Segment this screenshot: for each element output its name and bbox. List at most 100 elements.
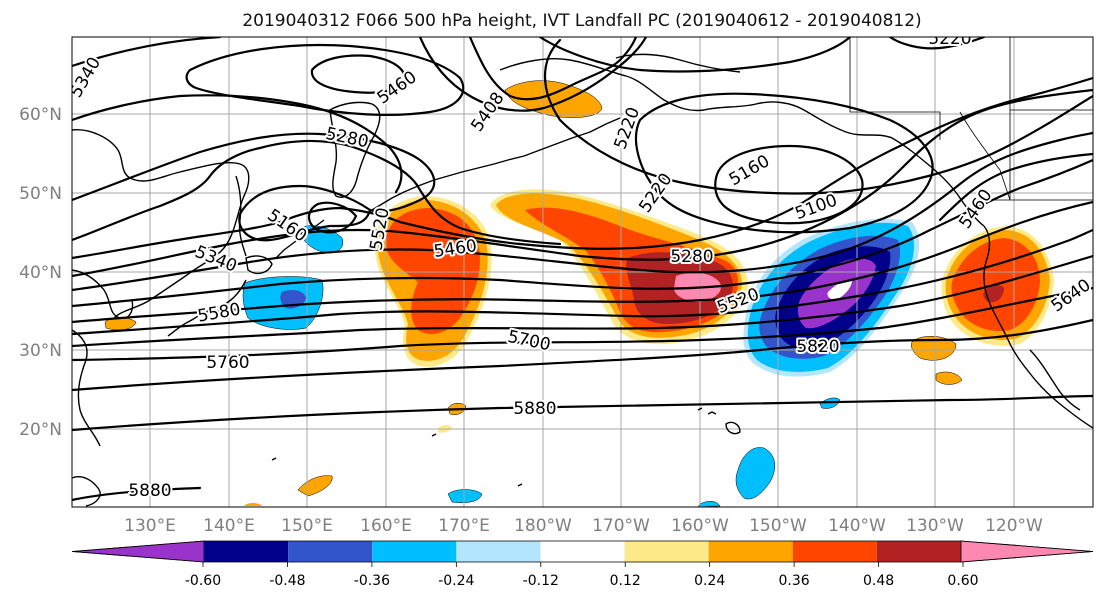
contour-5340 [72, 76, 1093, 260]
colorbar-tick-label: 0.48 [863, 573, 894, 589]
coast-hawaii-2 [707, 411, 717, 415]
contour-5880-sw [72, 486, 202, 502]
colorbar-tick-label: 0.36 [779, 573, 810, 589]
contour-5400 [72, 88, 1093, 278]
coast-asia-korea [72, 269, 134, 319]
lon-label: 130°E [124, 516, 176, 536]
contour-north-loop-2 [310, 54, 406, 94]
ivt-patch-east-white [827, 279, 852, 300]
contour-label: 5760 [206, 353, 249, 373]
coast-kamchatka [329, 101, 381, 198]
lon-label: 160°W [671, 516, 729, 536]
ivt-patch-south-cyan-2 [735, 447, 776, 500]
contour-5160-west [307, 201, 358, 234]
contour-north-ridge [72, 37, 222, 68]
contour-5280-outer [72, 139, 562, 246]
colorbar-tick-label: 0.60 [947, 573, 978, 589]
ivt-patch-south-cyan-3 [447, 489, 483, 503]
contour-5700 [72, 254, 1093, 348]
coast-kurils [275, 219, 325, 259]
coast-baja [1029, 349, 1081, 411]
colorbar-segment [204, 541, 289, 562]
colorbar-segment [456, 541, 541, 562]
coast-philippines [72, 476, 101, 507]
colorbar-segment [372, 541, 457, 562]
lat-label: 30°N [19, 341, 62, 361]
colorbar-outline [71, 540, 1094, 563]
coast-islands [271, 433, 523, 487]
lat-label: 20°N [19, 420, 62, 440]
lon-label: 160°E [360, 516, 412, 536]
lat-label: 60°N [19, 105, 62, 125]
colorbar-tick-label: 0.24 [694, 573, 725, 589]
contour-5100-east [714, 144, 864, 225]
contour-ridge-5460 [418, 37, 648, 112]
coast-aleutians [371, 117, 621, 211]
colorbar-segment [708, 541, 793, 562]
colorbar-segment [288, 541, 373, 562]
contour-north-east [538, 37, 852, 73]
ivt-patch-ca-darkred [983, 284, 1004, 303]
contour-5460 [72, 131, 1093, 292]
ivt-patch-south-orange-6 [244, 503, 262, 506]
coast-na-west [983, 225, 1093, 429]
colorbar-extend-max [960, 540, 1094, 563]
contour-5880-north [72, 394, 1093, 432]
latitude-labels: 60°N 50°N 40°N 30°N 20°N [19, 105, 62, 440]
lon-label: 150°E [281, 516, 333, 536]
ivt-patch-south-cyan-4 [697, 501, 721, 507]
colorbar-tick-label: -0.60 [185, 573, 221, 589]
colorbar-tick-label: 0.12 [610, 573, 641, 589]
contour-5820 [72, 318, 1093, 392]
colorbar-tick-label: -0.48 [269, 573, 305, 589]
lon-label: 180°W [514, 516, 572, 536]
coast-japan-honshu [167, 279, 247, 337]
colorbar-tick-label: -0.24 [438, 573, 474, 589]
ivt-patch-south-orange-5 [935, 371, 963, 385]
coast-hawaii-3 [697, 407, 703, 411]
contour-label: 5820 [796, 337, 839, 357]
coast-hawaii-1 [725, 421, 741, 435]
longitude-labels: 130°E 140°E 150°E 160°E 170°E 180°W 170°… [124, 516, 1043, 536]
contour-5640 [72, 228, 1093, 336]
lon-label: 140°W [828, 516, 886, 536]
figure-title: 2019040312 F066 500 hPa height, IVT Land… [242, 11, 921, 31]
contour-5220-east-loop [543, 38, 1093, 195]
contour-north-west [72, 94, 403, 194]
contour-5760 [72, 286, 1093, 362]
colorbar-extend-min [71, 540, 205, 563]
contour-label: 5220 [928, 29, 971, 49]
coast-japan-hokkaido [245, 255, 273, 275]
lon-label: 170°E [438, 516, 490, 536]
lat-label: 50°N [19, 184, 62, 204]
colorbar-tick-label: -0.36 [354, 573, 390, 589]
ivt-patch-south-orange-4 [911, 336, 957, 361]
contour-5160-east [635, 92, 934, 234]
colorbar-segment [624, 541, 709, 562]
colorbar-tick-label: -0.12 [523, 573, 559, 589]
map-frame [71, 36, 1094, 508]
contour-5520 [72, 158, 1093, 308]
contour-north-loop-1 [185, 43, 465, 116]
contour-label: 5460 [432, 236, 478, 262]
height-contours [72, 37, 1093, 502]
colorbar-segment [792, 541, 877, 562]
lon-label: 170°W [592, 516, 650, 536]
coast-asia-north [72, 129, 250, 319]
contour-5220-big [238, 184, 372, 242]
contour-5580 [72, 200, 1093, 324]
contour-label: 5880 [513, 399, 556, 419]
colorbar-segment [876, 541, 961, 562]
lon-label: 140°E [203, 516, 255, 536]
lon-label: 120°W [985, 516, 1043, 536]
contour-5220-ne [888, 37, 986, 50]
lat-label: 40°N [19, 263, 62, 283]
contour-west-outer [72, 132, 436, 213]
lon-label: 130°W [906, 516, 964, 536]
contour-ridge-5400 [468, 37, 638, 101]
contour-5460-east [938, 152, 1093, 222]
contour-label: 5880 [128, 481, 171, 501]
contour-label: 5280 [670, 247, 713, 267]
